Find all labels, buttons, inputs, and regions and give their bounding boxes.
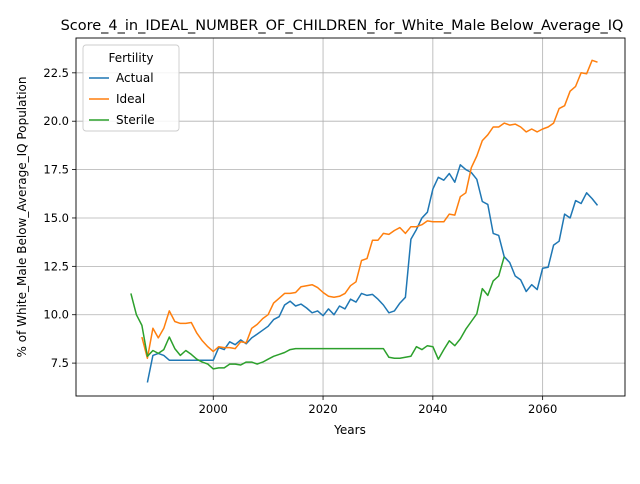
legend-items: Actual Ideal Sterile xyxy=(89,71,155,127)
legend-label-actual: Actual xyxy=(116,71,154,85)
legend-label-ideal: Ideal xyxy=(116,92,145,106)
y-tick-label: 12.5 xyxy=(43,259,69,273)
y-axis-label: % of White_Male Below_Average_IQ Populat… xyxy=(15,77,29,358)
y-tick-label: 17.5 xyxy=(43,163,69,177)
x-tick-label: 2020 xyxy=(308,402,337,416)
y-tick-label: 22.5 xyxy=(43,66,69,80)
x-axis-ticks: 2000 2020 2040 2060 xyxy=(199,396,557,416)
series-line-ideal xyxy=(141,59,598,360)
x-tick-label: 2040 xyxy=(418,402,447,416)
series-line-sterile xyxy=(130,256,505,370)
series-lines xyxy=(130,59,599,383)
legend-label-sterile: Sterile xyxy=(116,113,155,127)
chart-title: Score_4_in_IDEAL_NUMBER_OF_CHILDREN_for_… xyxy=(61,18,624,34)
legend-title: Fertility xyxy=(108,51,153,65)
plot-frame xyxy=(75,37,626,397)
series-line-actual xyxy=(146,164,599,383)
legend: Fertility Actual Ideal Sterile xyxy=(82,44,180,132)
x-axis-label: Years xyxy=(333,423,366,437)
x-tick-label: 2060 xyxy=(528,402,557,416)
y-tick-label: 7.5 xyxy=(51,356,69,370)
y-tick-label: 10.0 xyxy=(43,308,69,322)
y-axis-ticks: 7.5 10.0 12.5 15.0 17.5 20.0 22.5 xyxy=(43,66,76,370)
x-tick-label: 2000 xyxy=(199,402,228,416)
y-tick-label: 15.0 xyxy=(43,211,69,225)
legend-box xyxy=(82,44,180,132)
y-tick-label: 20.0 xyxy=(43,114,69,128)
